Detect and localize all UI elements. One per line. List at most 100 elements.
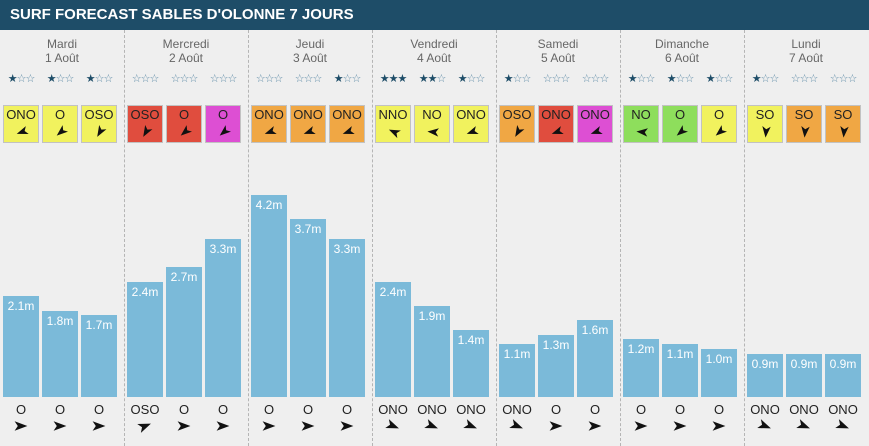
wave-height-label: 1.7m [85,318,113,332]
wind-direction-label: O [54,107,66,122]
wind-arrow-icon [178,125,192,139]
star-empty-icon: ☆ [94,73,105,85]
star-rating: ★☆☆ [3,73,39,85]
star-empty-icon: ☆ [512,73,523,85]
star-empty-icon: ☆ [55,73,66,85]
day-name: Lundi [791,37,821,51]
star-empty-icon: ☆ [312,73,322,85]
day-date: 5 Août [540,51,576,65]
wind-indicator: SO [825,105,861,143]
star-empty-icon: ☆ [209,73,220,85]
wave-height-label: 3.3m [333,242,361,256]
swell-direction-label: OSO [130,402,160,417]
wind-direction-label: SO [794,107,814,122]
star-filled-icon: ★ [397,73,407,85]
wave-height-label: 2.7m [170,270,198,284]
wind-arrow-icon [341,125,355,139]
swell-arrow-icon [796,418,812,434]
swell-arrow-icon [835,418,851,434]
wave-height-label: 1.4m [457,333,485,347]
star-rating: ★☆☆ [747,73,783,85]
wave-height-label: 2.4m [131,285,159,299]
swell-direction-label: ONO [378,402,408,417]
wind-indicator: NO [414,105,450,143]
wave-height-bar: 1.0m [701,349,737,397]
wind-indicator: O [42,105,78,143]
wind-indicator: NO [623,105,659,143]
star-filled-icon: ★ [751,73,762,85]
swell-arrow-icon [300,418,316,434]
wind-indicator: SO [747,105,783,143]
star-rating: ★☆☆ [499,73,535,85]
wind-indicator: ONO [290,105,326,143]
swell-direction-label: ONO [502,402,532,417]
star-empty-icon: ☆ [714,73,725,85]
wave-height-bar: 2.7m [166,267,202,397]
star-rating: ★☆☆ [453,73,489,85]
star-empty-icon: ☆ [790,73,801,85]
wind-indicator: ONO [3,105,39,143]
wave-height-label: 3.3m [209,242,237,256]
wind-arrow-icon [15,125,29,139]
swell-direction-label: O [674,402,686,417]
star-empty-icon: ☆ [636,73,647,85]
star-rating: ★☆☆ [623,73,659,85]
wave-height-label: 2.4m [379,285,407,299]
star-empty-icon: ☆ [149,73,159,85]
star-empty-icon: ☆ [838,73,849,85]
wind-direction-label: OSO [130,107,160,122]
day-date: 3 Août [292,51,328,65]
swell-direction-label: ONO [789,402,819,417]
swell-direction-label: O [15,402,27,417]
day-name: Vendredi [410,37,458,51]
star-filled-icon: ★ [705,73,716,85]
wave-height-bar: 1.9m [414,306,450,397]
star-empty-icon: ☆ [170,73,181,85]
star-empty-icon: ☆ [16,73,27,85]
wave-height-bar: 1.4m [453,330,489,397]
wind-direction-label: ONO [293,107,323,122]
wind-arrow-icon [93,125,107,139]
swell-arrow-icon [339,418,355,434]
star-empty-icon: ☆ [466,73,477,85]
day-date: 6 Août [664,51,700,65]
wave-height-bar: 3.3m [329,239,365,397]
swell-direction-label: O [589,402,601,417]
star-empty-icon: ☆ [760,73,771,85]
forecast-chart: Mardi 1 Août ★☆☆ ONO 2.1m O ★☆☆ O 1.8m O ★☆☆ OSO 1.7… [0,30,869,446]
wind-indicator: O [205,105,241,143]
star-empty-icon: ☆ [799,73,810,85]
wave-height-label: 1.3m [542,338,570,352]
wind-direction-label: ONO [580,107,610,122]
star-filled-icon: ★ [333,73,344,85]
day-separator [372,30,373,446]
star-filled-icon: ★ [457,73,468,85]
wind-direction-label: ONO [541,107,571,122]
wind-arrow-icon [217,125,231,139]
wind-arrow-icon [139,125,153,139]
star-rating: ★☆☆ [662,73,698,85]
swell-arrow-icon [261,418,277,434]
star-rating: ☆☆☆ [577,73,613,85]
star-empty-icon: ☆ [551,73,562,85]
swell-direction-label: O [550,402,562,417]
wind-direction-label: ONO [332,107,362,122]
wave-height-label: 1.9m [418,309,446,323]
swell-direction-label: O [178,402,190,417]
swell-arrow-icon [91,418,107,434]
wave-height-bar: 1.1m [662,344,698,397]
wind-direction-label: ONO [6,107,36,122]
day-separator [496,30,497,446]
wave-height-bar: 2.4m [127,282,163,397]
wind-direction-label: OSO [502,107,532,122]
star-empty-icon: ☆ [103,73,113,85]
star-rating: ☆☆☆ [290,73,326,85]
star-filled-icon: ★ [388,73,399,85]
star-empty-icon: ☆ [723,73,733,85]
star-rating: ★☆☆ [329,73,365,85]
wave-height-label: 1.2m [627,342,655,356]
swell-arrow-icon [633,418,649,434]
swell-arrow-icon [215,418,231,434]
wind-arrow-icon [713,125,727,139]
swell-arrow-icon [757,418,773,434]
